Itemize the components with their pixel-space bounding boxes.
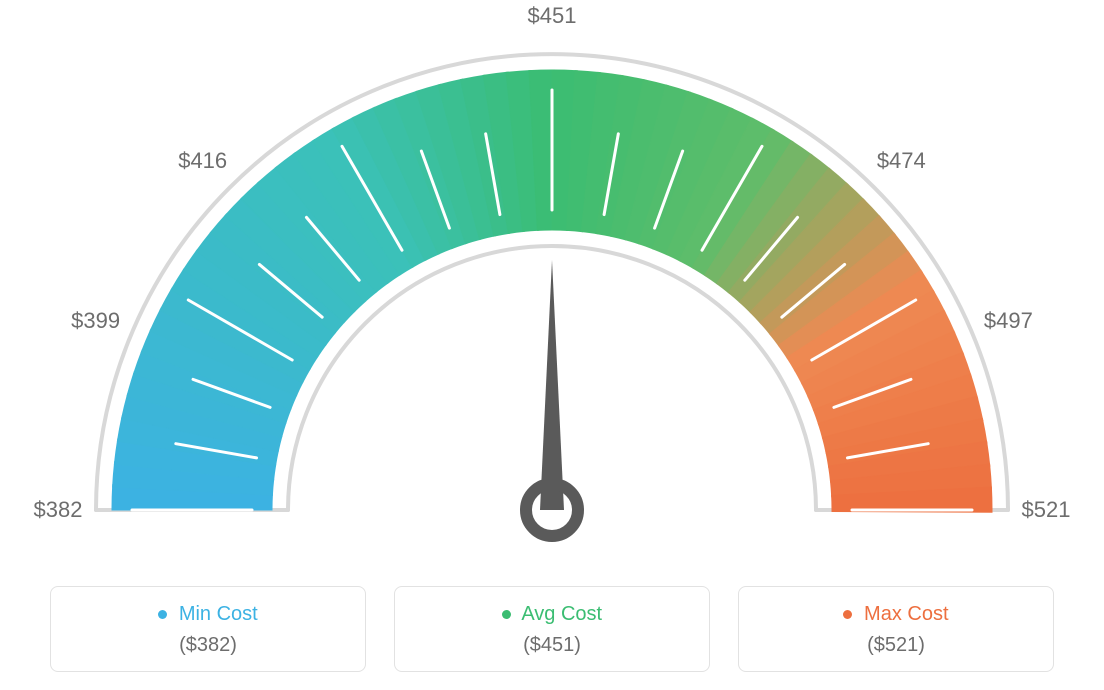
max-cost-title: Max Cost [749, 603, 1043, 626]
max-cost-dot [843, 610, 852, 619]
max-cost-label: Max Cost [864, 603, 948, 625]
min-cost-dot [158, 610, 167, 619]
max-cost-value: ($521) [749, 634, 1043, 657]
gauge-tick-label: $474 [877, 148, 926, 174]
avg-cost-card: Avg Cost ($451) [394, 586, 710, 672]
gauge-tick-label: $399 [71, 308, 120, 334]
avg-cost-title: Avg Cost [405, 603, 699, 626]
avg-cost-value: ($451) [405, 634, 699, 657]
max-cost-card: Max Cost ($521) [738, 586, 1054, 672]
gauge-svg [0, 0, 1104, 560]
min-cost-value: ($382) [61, 634, 355, 657]
avg-cost-label: Avg Cost [521, 603, 602, 625]
cost-gauge: $382 $399 $416 $451 $474 $497 $521 [0, 0, 1104, 560]
avg-cost-dot [502, 610, 511, 619]
gauge-tick-label: $451 [528, 3, 577, 29]
min-cost-title: Min Cost [61, 603, 355, 626]
min-cost-label: Min Cost [179, 603, 258, 625]
gauge-tick-label: $497 [984, 308, 1033, 334]
gauge-tick-label: $521 [1022, 497, 1071, 523]
min-cost-card: Min Cost ($382) [50, 586, 366, 672]
cost-summary-cards: Min Cost ($382) Avg Cost ($451) Max Cost… [50, 586, 1054, 672]
gauge-tick-label: $382 [34, 497, 83, 523]
gauge-tick-label: $416 [178, 148, 227, 174]
